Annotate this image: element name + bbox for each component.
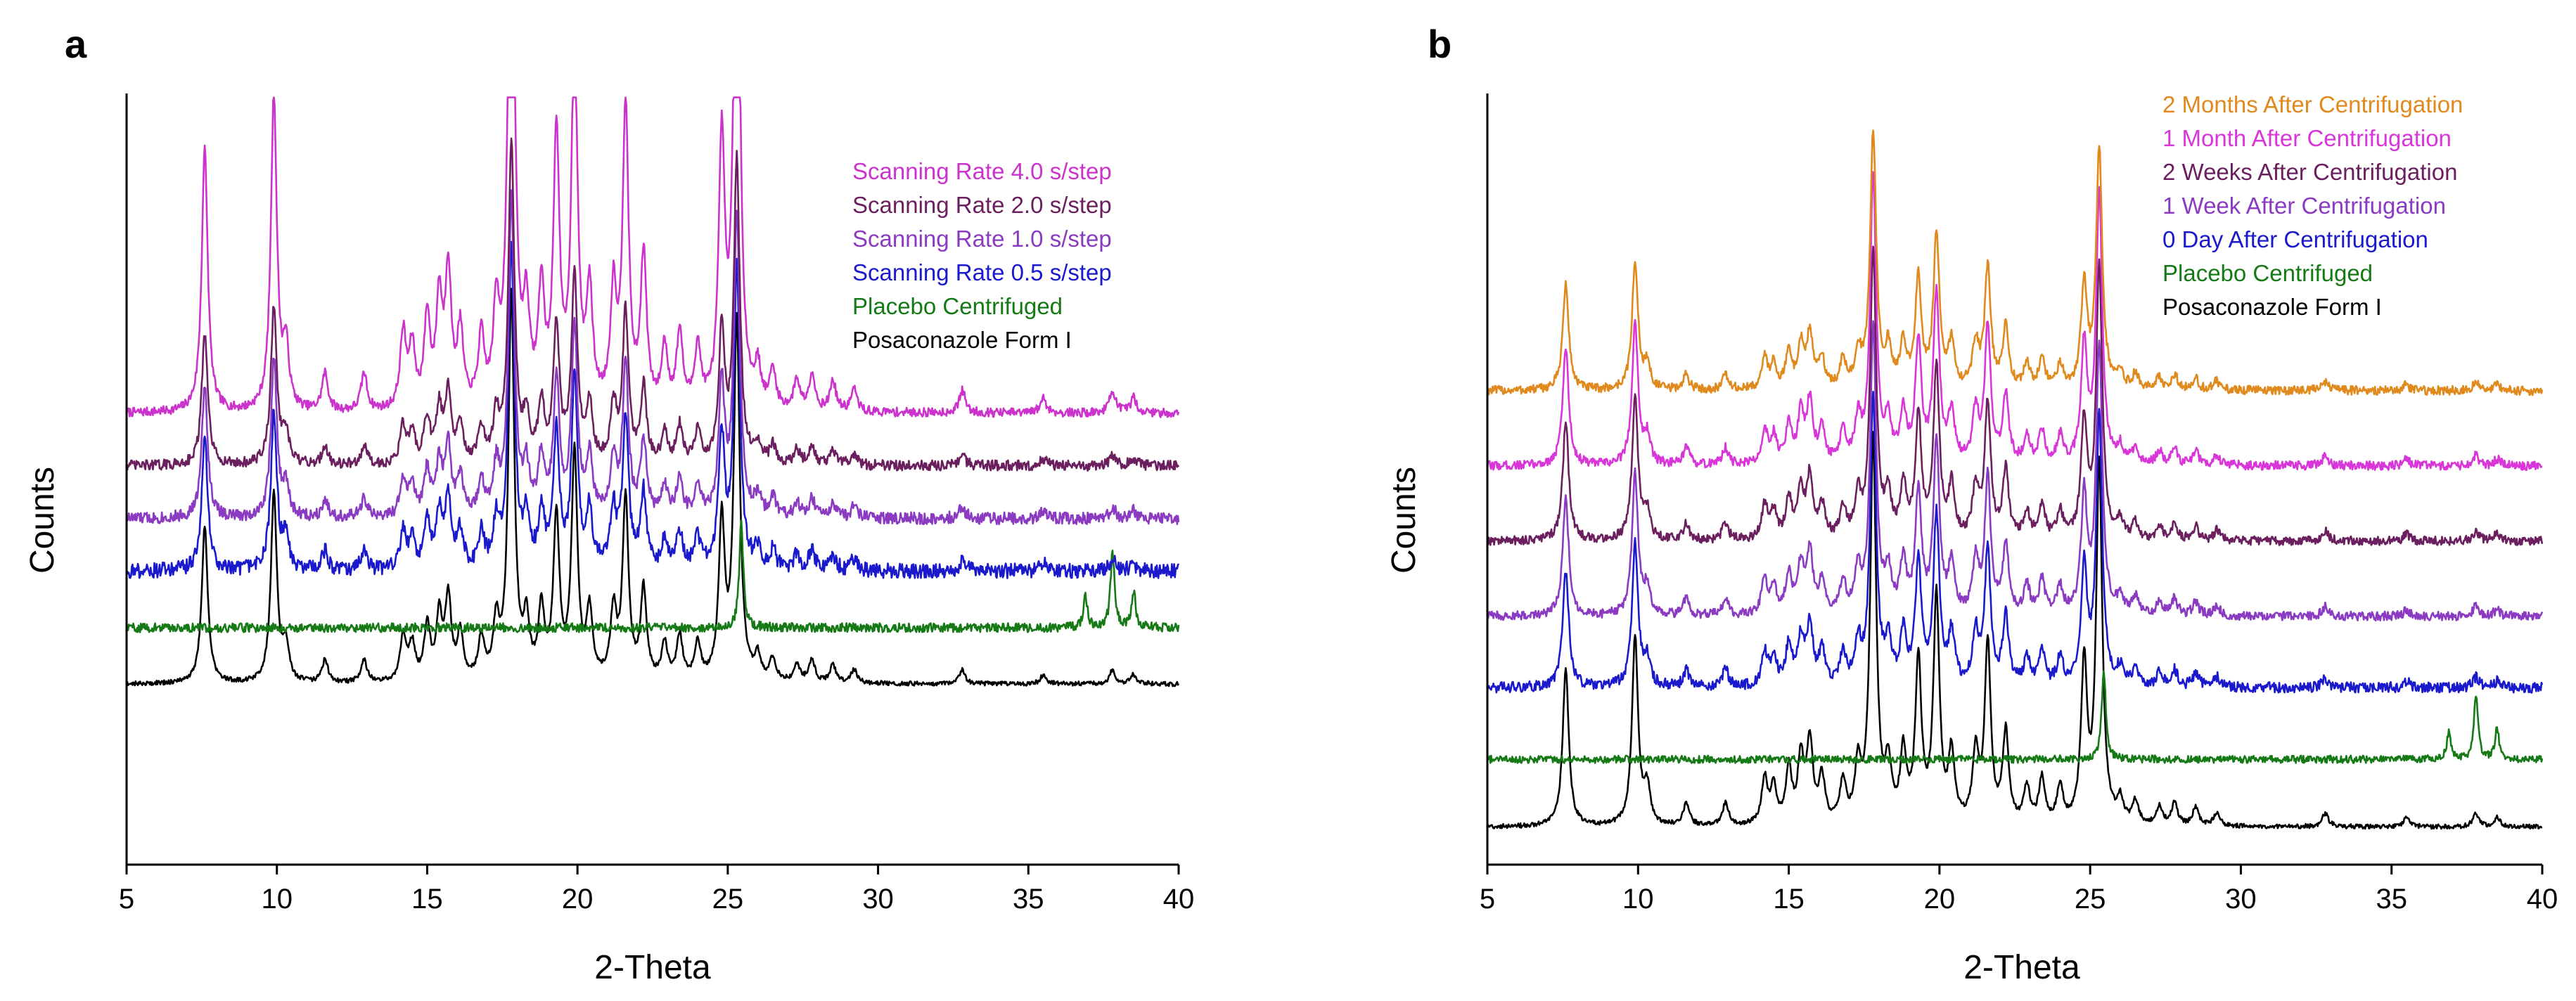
- x-tick-label: 15: [1773, 884, 1805, 915]
- panel-letter-a: a: [65, 22, 87, 66]
- series-line: [1486, 245, 2544, 546]
- series-line: [1486, 670, 2544, 764]
- panel-a: a Counts 2-Theta 5 10 15 20 25 30 35 40 Scannin…: [24, 22, 1194, 986]
- series-line: [1487, 320, 2544, 622]
- series-line: [125, 137, 1180, 472]
- legend-b: 2 Months After Centrifugation 1 Month Aft…: [2162, 91, 2463, 320]
- series-line: [1486, 430, 2543, 830]
- legend-entry: 0 Day After Centrifugation: [2162, 226, 2428, 252]
- series-line: [1486, 171, 2543, 472]
- x-tick-label: 40: [2527, 884, 2558, 915]
- x-tick-label: 35: [2376, 884, 2407, 915]
- x-ticks-b: 5 10 15 20 25 30 35 40: [1480, 865, 2558, 915]
- panel-b: b Counts 2-Theta 5 10 15 20 25 30 35 40 2 Month…: [1385, 22, 2558, 986]
- series-line: [1486, 129, 2544, 396]
- x-tick-label: 15: [411, 884, 443, 915]
- x-tick-label: 25: [2075, 884, 2106, 915]
- legend-a: Scanning Rate 4.0 s/step Scanning Rate 2.…: [852, 158, 1112, 353]
- x-axis-title-b: 2-Theta: [1963, 949, 2080, 986]
- legend-entry: Posaconazole Form I: [852, 327, 1072, 353]
- x-tick-label: 5: [119, 884, 134, 915]
- panel-letter-b: b: [1428, 22, 1452, 66]
- x-tick-label: 20: [1924, 884, 1956, 915]
- series-line: [125, 288, 1180, 687]
- legend-entry: 2 Months After Centrifugation: [2162, 91, 2463, 117]
- legend-entry: Scanning Rate 1.0 s/step: [852, 226, 1112, 252]
- traces-b: [1486, 129, 2544, 830]
- x-tick-label: 10: [261, 884, 293, 915]
- y-axis-title-a: Counts: [24, 467, 61, 574]
- x-tick-label: 35: [1013, 884, 1044, 915]
- legend-entry: 1 Week After Centrifugation: [2162, 193, 2446, 219]
- legend-entry: Placebo Centrifuged: [2162, 260, 2373, 286]
- legend-entry: Posaconazole Form I: [2162, 294, 2382, 320]
- series-line: [125, 240, 1180, 579]
- legend-entry: 1 Month After Centrifugation: [2162, 125, 2452, 151]
- series-line: [1486, 390, 2544, 694]
- x-tick-label: 10: [1622, 884, 1654, 915]
- legend-entry: Scanning Rate 2.0 s/step: [852, 192, 1112, 218]
- legend-entry: 2 Weeks After Centrifugation: [2162, 159, 2457, 185]
- series-line: [125, 96, 1180, 418]
- y-axis-title-b: Counts: [1385, 467, 1423, 574]
- series-line: [126, 189, 1180, 526]
- x-tick-label: 5: [1480, 884, 1495, 915]
- x-tick-label: 20: [562, 884, 594, 915]
- x-tick-label: 40: [1163, 884, 1195, 915]
- x-axis-title-a: 2-Theta: [594, 949, 711, 986]
- x-tick-label: 25: [712, 884, 744, 915]
- legend-entry: Placebo Centrifuged: [852, 293, 1063, 319]
- series-line: [125, 519, 1180, 633]
- x-tick-label: 30: [2225, 884, 2257, 915]
- x-tick-label: 30: [862, 884, 894, 915]
- traces-a: [125, 96, 1180, 687]
- legend-entry: Scanning Rate 4.0 s/step: [852, 158, 1112, 184]
- legend-entry: Scanning Rate 0.5 s/step: [852, 259, 1112, 285]
- x-ticks-a: 5 10 15 20 25 30 35 40: [119, 865, 1194, 915]
